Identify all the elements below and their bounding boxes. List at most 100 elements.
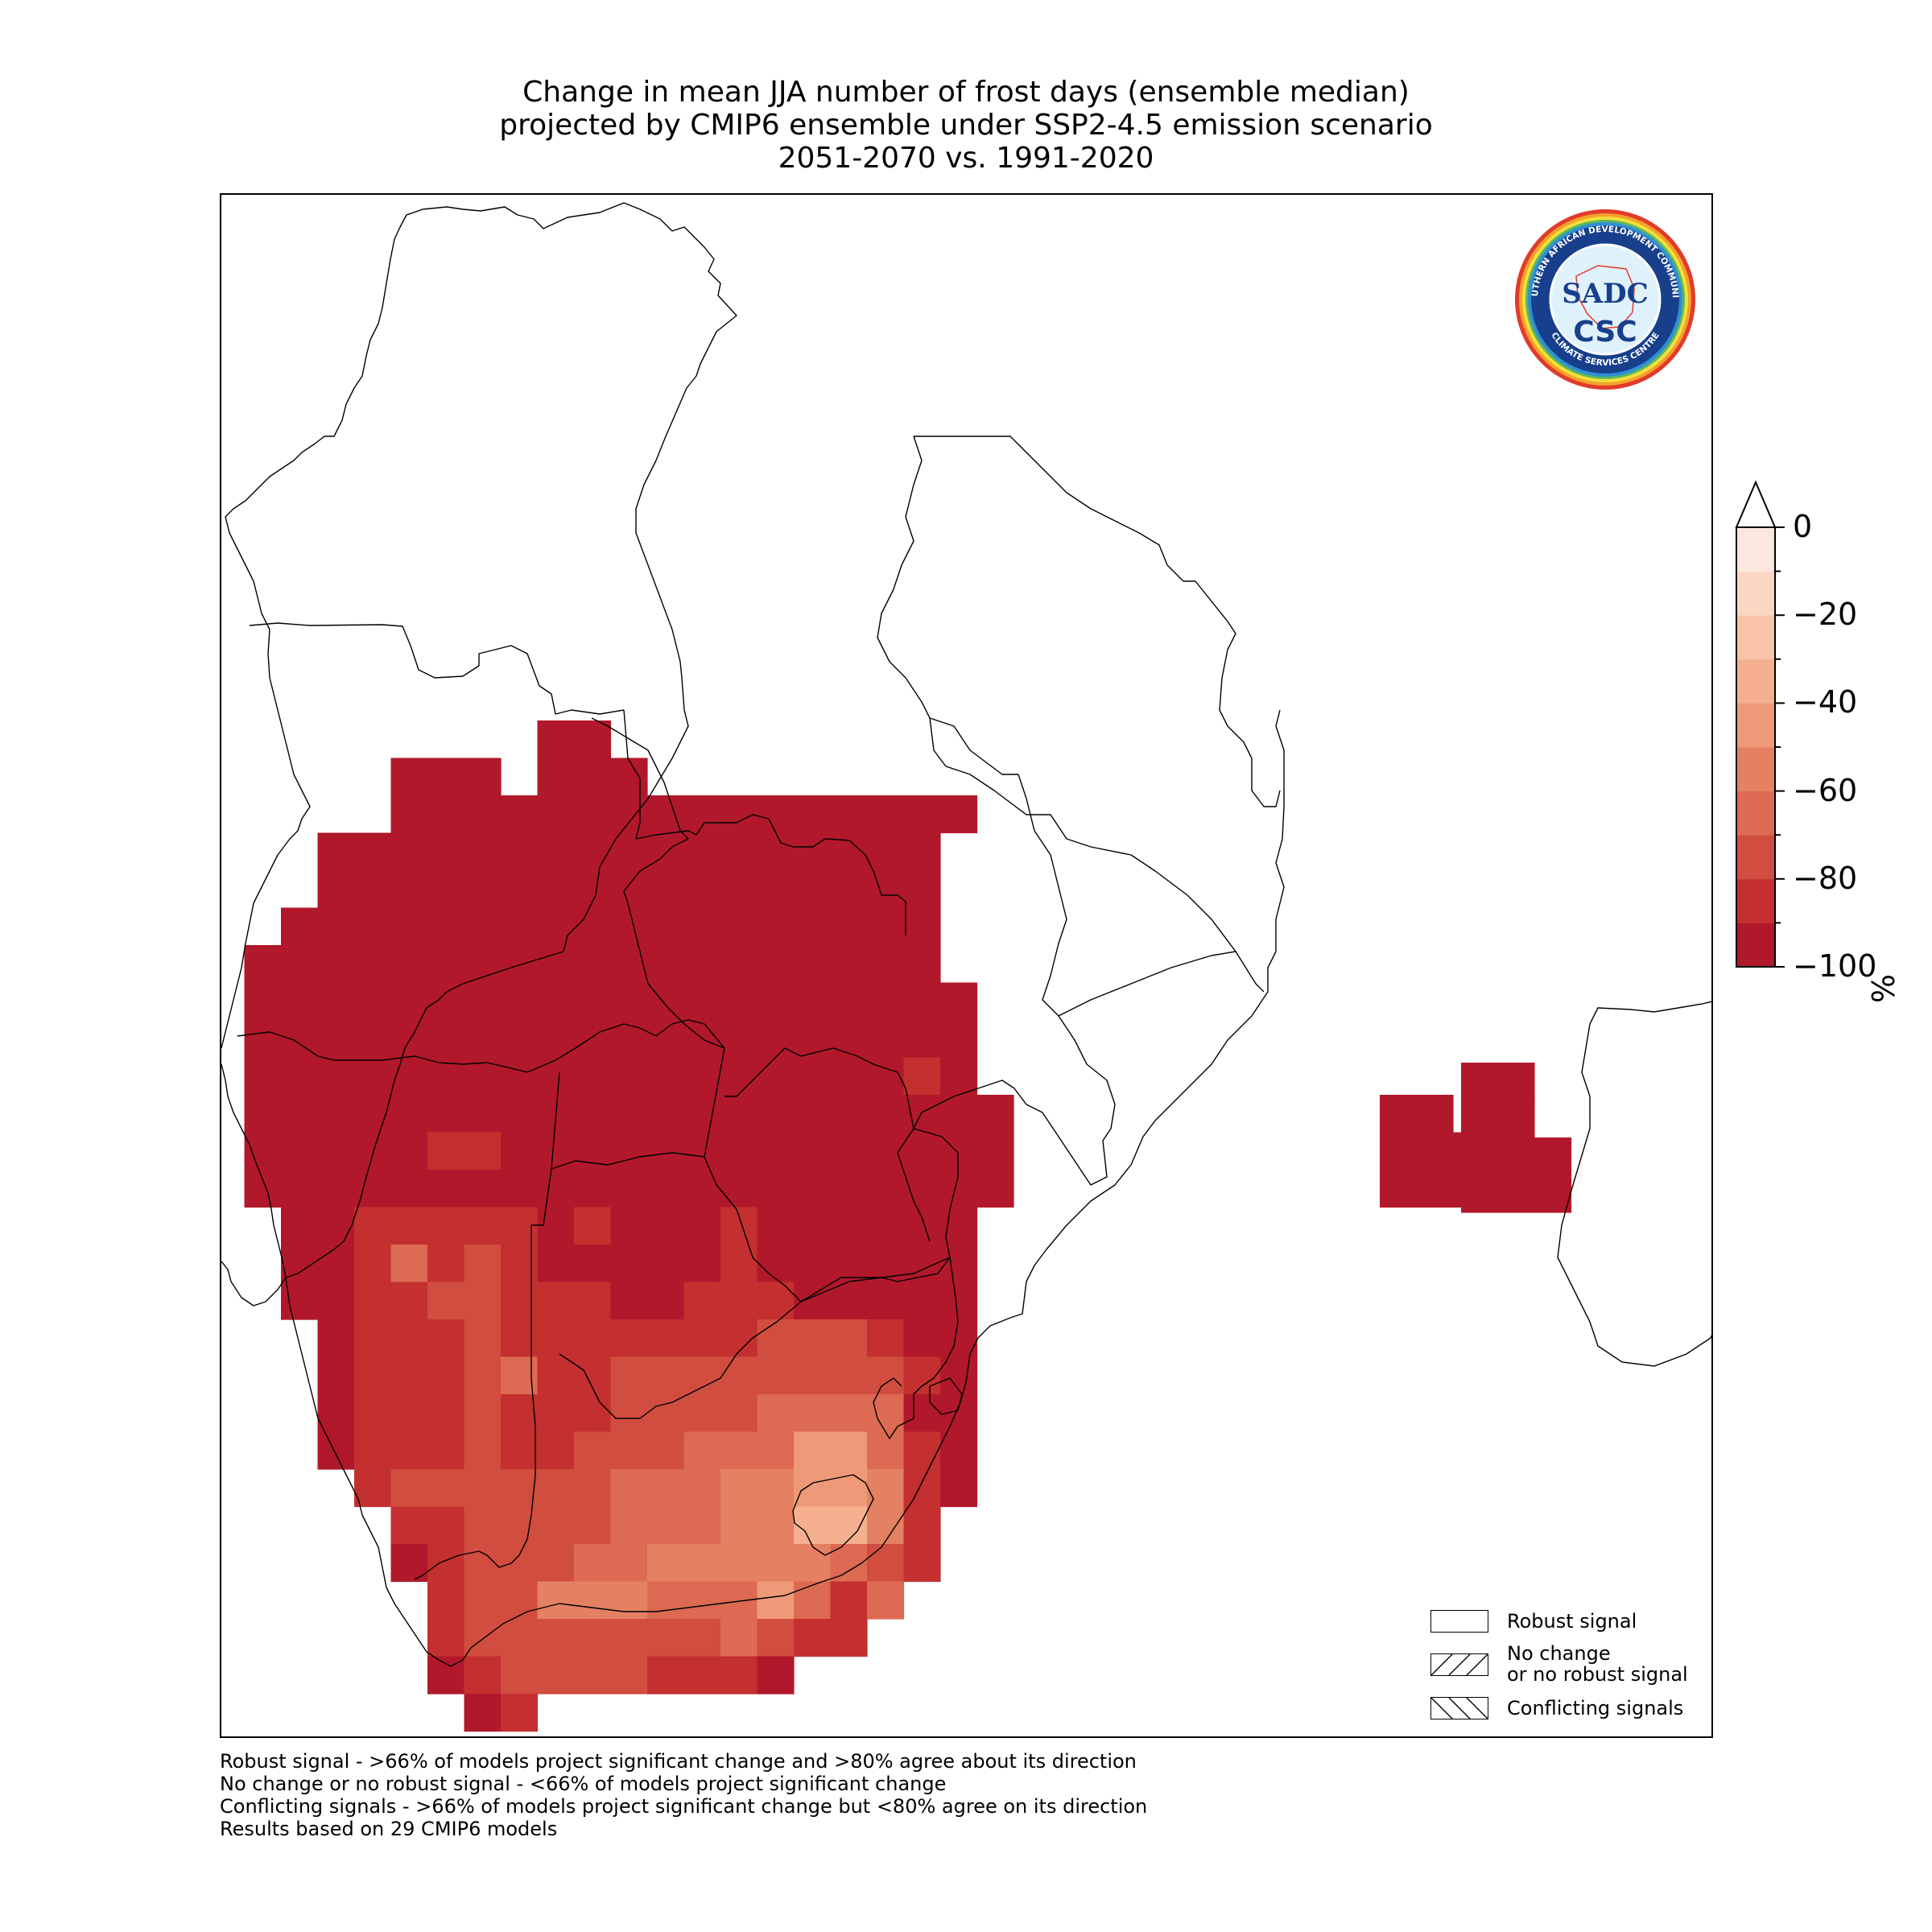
colorbar-bin	[1736, 835, 1775, 880]
grid-cell	[354, 1282, 428, 1320]
footnote-no-change: No change or no robust signal - <66% of …	[220, 1773, 947, 1795]
grid-cell	[794, 1619, 868, 1657]
colorbar-bin	[1736, 791, 1775, 836]
grid-cell	[501, 1245, 539, 1283]
grid-cell	[317, 832, 941, 871]
grid-cell	[794, 1282, 978, 1320]
grid-cell	[537, 1207, 575, 1245]
legend-conflicting-swatch	[1430, 1697, 1488, 1719]
grid-cell	[427, 1132, 502, 1170]
border-angola-north	[249, 622, 625, 715]
border-south-africa-north	[559, 1257, 959, 1439]
border-lesotho	[792, 1474, 874, 1556]
grid-cell	[903, 1431, 941, 1470]
grid-cell	[794, 1506, 868, 1545]
border-botswana-zimbabwe	[551, 1047, 802, 1302]
grid-cell	[354, 1431, 392, 1470]
grid-cell	[354, 1207, 539, 1245]
grid-cell	[317, 1356, 355, 1395]
grid-cell	[427, 1282, 502, 1320]
grid-cell	[390, 1319, 465, 1358]
grid-cell	[610, 1282, 685, 1320]
grid-cell	[464, 1356, 502, 1395]
footnote-conflicting: Conflicting signals - >66% of models pro…	[220, 1795, 1148, 1818]
grid-cell	[647, 1656, 758, 1695]
border-eswatini	[929, 1377, 963, 1415]
border-drc-zambia	[591, 717, 725, 1049]
grid-cell	[464, 1394, 502, 1433]
colorbar-tick-label: −60	[1793, 772, 1858, 808]
grid-cell	[903, 1057, 941, 1096]
footnote-models: Results based on 29 CMIP6 models	[220, 1818, 558, 1840]
legend-no-change-swatch	[1430, 1653, 1488, 1676]
grid-cell	[537, 1581, 648, 1620]
grid-cell	[647, 1581, 758, 1620]
grid-cell	[1380, 1132, 1454, 1170]
grid-cell-madagascar	[1461, 1137, 1572, 1176]
grid-cell	[903, 1544, 941, 1583]
legend-conflicting-label: Conflicting signals	[1507, 1697, 1684, 1719]
grid-cell	[390, 1506, 465, 1545]
grid-cell	[390, 1544, 428, 1583]
grid-cell	[244, 1095, 1014, 1133]
grid-cell	[940, 1356, 978, 1395]
grid-cell	[903, 795, 978, 834]
grid-cell	[464, 1581, 539, 1620]
colorbar-tick-label: −40	[1793, 684, 1858, 720]
grid-cell	[354, 1319, 392, 1358]
grid-cell	[464, 1619, 721, 1657]
grid-cell	[281, 1282, 355, 1320]
grid-cell	[464, 1431, 502, 1470]
colorbar-graphic	[1735, 480, 1785, 968]
sadc-csc-logo: SOUTHERN AFRICAN DEVELOPMENT COMMUNITY C…	[1509, 200, 1697, 391]
grid-cell	[427, 1581, 465, 1620]
grid-cell	[464, 1245, 502, 1283]
grid-cell	[354, 1245, 392, 1283]
grid-cell-madagascar	[1461, 1063, 1535, 1101]
grid-cell-madagascar	[1461, 1174, 1572, 1213]
grid-cell	[317, 1394, 355, 1433]
border-tanzania-west	[877, 436, 1265, 993]
grid-cell	[720, 1207, 758, 1245]
grid-cell	[537, 720, 612, 759]
colorbar-tick-label: −100	[1793, 948, 1877, 984]
map-canvas	[221, 202, 1711, 1732]
border-malawi	[989, 774, 1116, 1186]
grid-cell	[1380, 1095, 1454, 1133]
grid-cell	[903, 1469, 941, 1508]
grid-cell	[537, 1356, 612, 1395]
data-grid-layer	[244, 720, 1572, 1732]
coastline-west	[221, 206, 481, 1049]
grid-cell	[757, 1544, 832, 1583]
grid-cell	[720, 1282, 795, 1320]
grid-cell	[390, 1245, 428, 1283]
grid-cell	[683, 1282, 721, 1320]
grid-cell	[501, 1282, 539, 1320]
grid-cell	[830, 1581, 868, 1620]
grid-cell	[281, 1245, 355, 1283]
grid-cell	[317, 1431, 355, 1470]
grid-cell	[757, 1319, 795, 1358]
grid-cell	[244, 1020, 978, 1059]
grid-cell	[501, 1431, 575, 1470]
legend-no-change-label-1: No change	[1507, 1642, 1611, 1665]
grid-cell	[464, 1469, 612, 1508]
coastline-namibia	[221, 1063, 287, 1278]
grid-cell	[427, 1544, 465, 1583]
border-zimbabwe-mozambique	[724, 1047, 959, 1302]
grid-cell	[317, 1319, 355, 1358]
grid-cell	[794, 1431, 868, 1470]
grid-cell	[390, 1469, 465, 1508]
grid-cell	[683, 1319, 758, 1358]
grid-cell	[501, 1694, 539, 1732]
border-namibia-angola	[237, 1019, 725, 1073]
grid-cell	[867, 1506, 905, 1545]
grid-cell	[281, 1207, 355, 1245]
border-zambia-tanzania	[929, 717, 1018, 775]
grid-cell	[427, 1245, 465, 1283]
grid-cell	[390, 758, 502, 796]
grid-cell	[501, 1656, 648, 1695]
grid-cell	[757, 1619, 795, 1657]
grid-cell	[720, 1469, 795, 1508]
grid-cell	[757, 1656, 795, 1695]
